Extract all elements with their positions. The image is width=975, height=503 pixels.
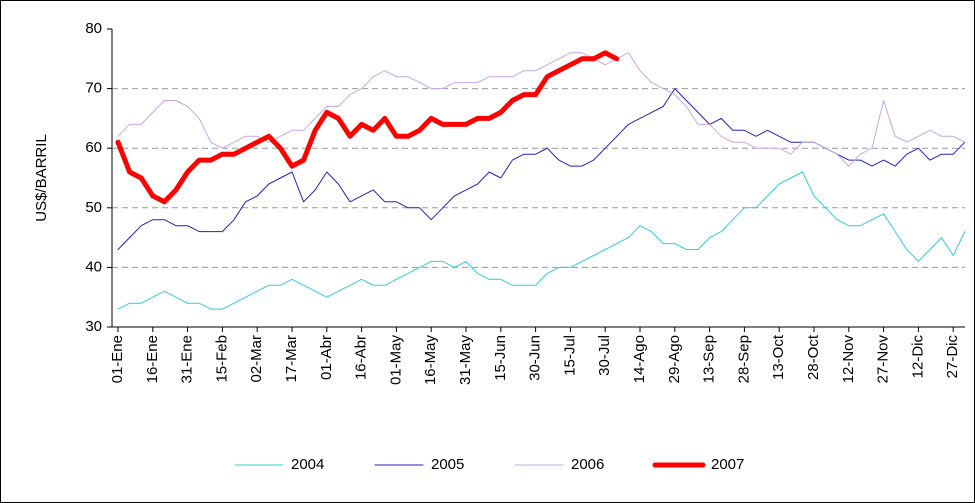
legend-label: 2005	[431, 456, 464, 473]
x-tick-label: 15-Feb	[213, 335, 230, 383]
x-tick-label: 31-Ene	[179, 335, 196, 383]
line-series	[117, 171, 966, 310]
x-tick-label: 28-Sep	[735, 335, 752, 383]
x-tick-label: 16-Ene	[144, 335, 161, 383]
legend-label: 2007	[711, 456, 744, 473]
x-tick-label: 13-Sep	[701, 335, 718, 383]
x-tick-label: 13-Oct	[770, 334, 787, 380]
x-tick-label: 01-Abr	[318, 335, 335, 380]
x-tick-label: 31-May	[457, 335, 474, 386]
x-tick-label: 12-Dic	[909, 335, 926, 379]
line-series	[115, 50, 620, 205]
line-series	[117, 52, 966, 167]
y-tick-label: 30	[85, 318, 102, 335]
x-tick-label: 27-Dic	[944, 335, 961, 379]
x-tick-label: 28-Oct	[805, 334, 822, 380]
x-tick-label: 30-Jun	[527, 335, 544, 381]
y-tick-label: 50	[85, 199, 102, 216]
x-tick-label: 12-Nov	[840, 335, 857, 384]
x-tick-label: 29-Ago	[666, 335, 683, 383]
x-tick-label: 14-Ago	[631, 335, 648, 383]
x-tick-label: 15-Jul	[561, 335, 578, 376]
legend-label: 2004	[291, 456, 324, 473]
x-tick-label: 15-Jun	[492, 335, 509, 381]
x-tick-label: 16-Abr	[353, 335, 370, 380]
y-tick-label: 40	[85, 258, 102, 275]
x-tick-label: 27-Nov	[875, 335, 892, 384]
y-tick-label: 80	[85, 20, 102, 37]
x-tick-label: 02-Mar	[248, 335, 265, 383]
legend-label: 2006	[571, 456, 604, 473]
y-axis-label: US$/BARRIL	[33, 134, 50, 222]
x-tick-label: 01-Ene	[109, 335, 126, 383]
x-tick-label: 30-Jul	[596, 335, 613, 376]
y-tick-label: 60	[85, 139, 102, 156]
x-tick-label: 16-May	[422, 335, 439, 386]
x-tick-label: 17-Mar	[283, 335, 300, 383]
x-tick-label: 01-May	[387, 335, 404, 386]
y-tick-label: 70	[85, 80, 102, 97]
